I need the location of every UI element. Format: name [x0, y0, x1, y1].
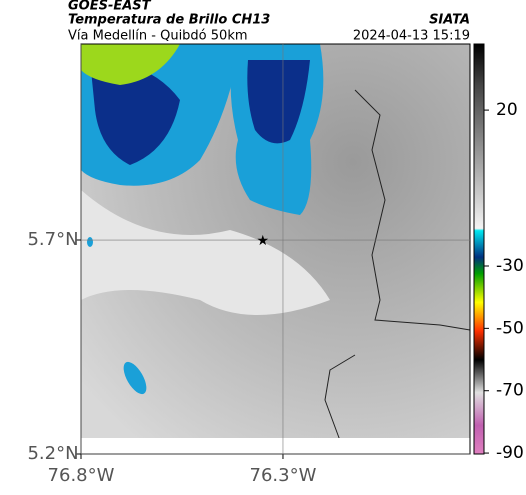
- colorbar-tick-label: -30: [496, 256, 524, 276]
- y-tick-label: 5.7°N: [27, 229, 78, 250]
- product: GOES-EAST: [68, 0, 152, 14]
- x-tick-label: 76.3°W: [250, 465, 317, 486]
- colorbar-tick-label: -70: [496, 381, 524, 401]
- imagery: [81, 44, 471, 455]
- colorbar-tick-label: -90: [496, 443, 524, 463]
- source: SIATA: [429, 13, 470, 28]
- colorbar-tick-label: -50: [496, 318, 524, 338]
- colorbar: [473, 43, 485, 455]
- y-tick-label: 5.2°N: [27, 443, 78, 464]
- x-tick-label: 76.8°W: [48, 465, 115, 486]
- datetime: 2024-04-13 15:19: [353, 29, 470, 44]
- title: Temperatura de Brillo CH13: [68, 13, 270, 28]
- colorbar-tick-label: 20: [496, 100, 518, 120]
- subtitle: Vía Medellín - Quibdó 50km: [68, 29, 248, 44]
- location-marker: ★: [256, 233, 269, 249]
